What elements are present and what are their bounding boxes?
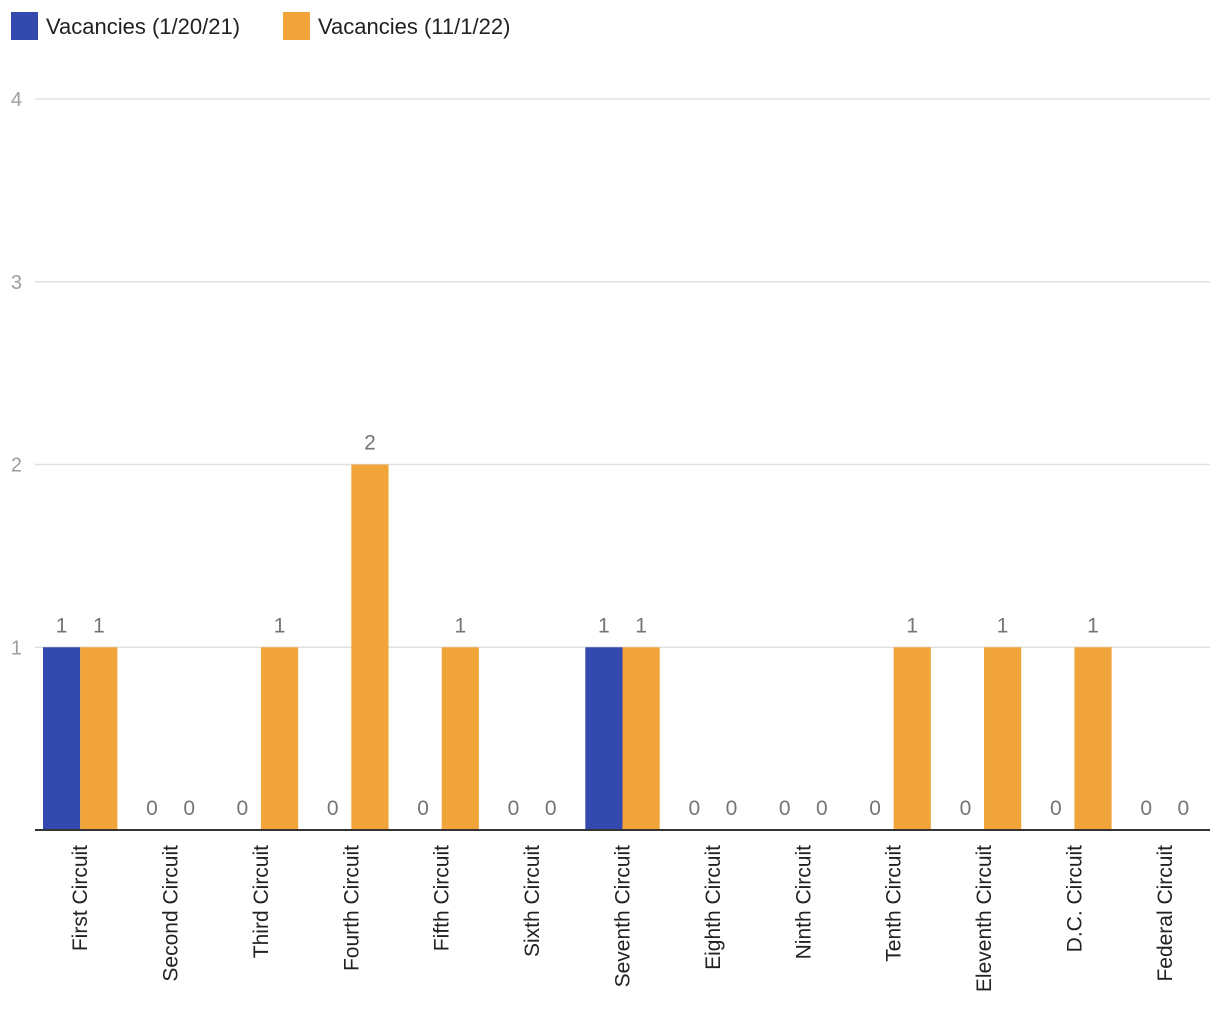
- y-tick-label-4: 4: [11, 89, 22, 111]
- data-label-series-2-cat-13: 0: [1178, 797, 1190, 820]
- gridlines: [35, 98, 1210, 648]
- y-tick-label-3: 3: [11, 272, 22, 294]
- category-label-6: Sixth Circuit: [521, 845, 544, 957]
- data-label-series-2-cat-1: 1: [93, 614, 105, 637]
- legend-label-series-1: Vacancies (1/20/21): [46, 14, 240, 39]
- data-label-series-2-cat-9: 0: [816, 797, 828, 820]
- data-label-series-1-cat-10: 0: [869, 797, 881, 820]
- data-labels: 1 1 0 0 0 1 0 2 0 1 0 0 1 1 0 0 0 0 0 1 0 1 0 1 0 0: [56, 432, 1189, 821]
- bar-series-2-cat-4: [351, 464, 389, 830]
- data-label-series-2-cat-12: 1: [1087, 614, 1099, 637]
- data-label-series-1-cat-2: 0: [146, 797, 158, 820]
- data-label-series-2-cat-10: 1: [906, 614, 918, 637]
- bar-series-1-cat-7: [585, 647, 623, 830]
- data-label-series-1-cat-11: 0: [960, 797, 972, 820]
- y-tick-label-2: 2: [11, 455, 22, 477]
- data-label-series-2-cat-7: 1: [635, 614, 647, 637]
- data-label-series-2-cat-6: 0: [545, 797, 557, 820]
- category-label-10: Tenth Circuit: [883, 845, 906, 962]
- data-label-series-1-cat-1: 1: [56, 614, 68, 637]
- category-label-13: Federal Circuit: [1154, 845, 1177, 982]
- data-label-series-1-cat-5: 0: [417, 797, 429, 820]
- data-label-series-2-cat-8: 0: [726, 797, 738, 820]
- bar-series-2-cat-1: [80, 647, 118, 830]
- data-label-series-1-cat-3: 0: [237, 797, 249, 820]
- category-label-2: Second Circuit: [160, 845, 183, 982]
- data-label-series-2-cat-3: 1: [274, 614, 286, 637]
- category-label-1: First Circuit: [69, 845, 92, 951]
- legend-label-series-2: Vacancies (11/1/22): [318, 14, 510, 39]
- category-label-9: Ninth Circuit: [792, 845, 815, 960]
- bar-series-2-cat-5: [441, 647, 479, 830]
- bar-series-2-cat-11: [984, 647, 1022, 830]
- bar-series-2-cat-7: [622, 647, 660, 830]
- data-label-series-1-cat-8: 0: [688, 797, 700, 820]
- category-label-12: D.C. Circuit: [1063, 845, 1086, 953]
- bar-series-2-cat-12: [1074, 647, 1112, 830]
- category-label-8: Eighth Circuit: [702, 845, 725, 970]
- category-label-11: Eleventh Circuit: [973, 845, 996, 992]
- bar-series-2-cat-3: [260, 647, 299, 830]
- y-tick-label-1: 1: [11, 637, 22, 659]
- category-label-4: Fourth Circuit: [340, 845, 363, 971]
- y-axis-ticks: 1 2 3 4: [11, 89, 22, 659]
- legend-swatch-series-1: [11, 12, 38, 40]
- data-label-series-1-cat-7: 1: [598, 614, 610, 637]
- data-label-series-1-cat-6: 0: [508, 797, 520, 820]
- data-label-series-2-cat-11: 1: [997, 614, 1009, 637]
- bars: [43, 464, 1112, 830]
- data-label-series-1-cat-12: 0: [1050, 797, 1062, 820]
- data-label-series-1-cat-4: 0: [327, 797, 339, 820]
- data-label-series-2-cat-4: 2: [364, 432, 376, 455]
- bar-series-2-cat-10: [893, 647, 931, 830]
- category-label-5: Fifth Circuit: [431, 845, 454, 951]
- data-label-series-2-cat-2: 0: [183, 797, 195, 820]
- data-label-series-1-cat-9: 0: [779, 797, 791, 820]
- legend: Vacancies (1/20/21) Vacancies (11/1/22): [11, 12, 510, 40]
- data-label-series-2-cat-5: 1: [454, 614, 466, 637]
- x-axis-category-labels: First Circuit Second Circuit Third Circuit…: [69, 845, 1177, 992]
- legend-swatch-series-2: [283, 12, 310, 40]
- data-label-series-1-cat-13: 0: [1140, 797, 1152, 820]
- bar-series-1-cat-1: [43, 647, 81, 830]
- category-label-3: Third Circuit: [250, 845, 273, 958]
- category-label-7: Seventh Circuit: [612, 845, 635, 988]
